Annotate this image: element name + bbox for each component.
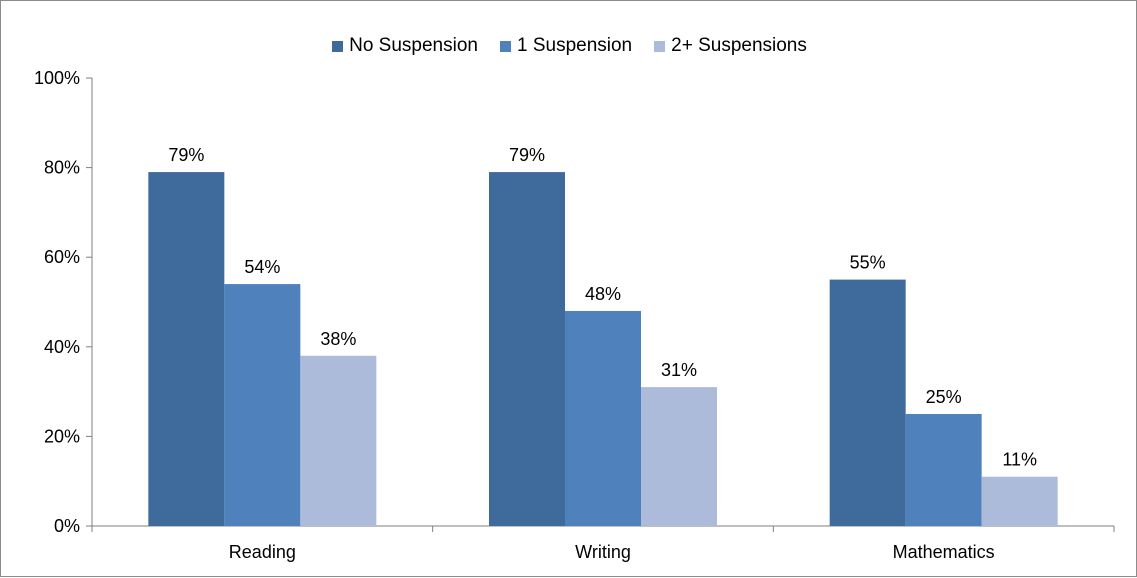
data-label: 55% [850,253,886,273]
y-tick-label: 0% [54,516,80,536]
legend-item-1-suspension: 1 Suspension [499,35,633,57]
legend-item-no-suspension: No Suspension [332,35,478,57]
bar [905,414,982,526]
bar [981,476,1058,526]
data-label: 54% [244,257,280,277]
legend-swatch-no-suspension [332,40,344,52]
data-label: 11% [1002,450,1037,470]
data-label: 38% [320,329,356,349]
y-tick-label: 100% [34,68,80,88]
bar [641,387,717,526]
bar [829,279,906,526]
data-label: 79% [509,145,545,165]
x-tick-label: Mathematics [893,542,995,562]
y-tick-label: 80% [44,158,80,178]
legend-label-2plus-suspensions: 2+ Suspensions [671,35,807,56]
legend-item-2plus-suspensions: 2+ Suspensions [654,35,807,57]
bar [565,310,641,526]
bar [148,172,225,526]
chart-legend: No Suspension 1 Suspension 2+ Suspension… [1,35,1137,57]
x-tick-label: Reading [229,542,296,562]
data-label: 25% [926,387,962,407]
legend-swatch-2plus-suspensions [654,40,666,52]
y-tick-label: 40% [44,337,80,357]
bar [489,172,565,526]
x-tick-label: Writing [575,542,631,562]
bar [300,355,377,526]
data-label: 79% [168,145,204,165]
data-label: 31% [661,360,697,380]
legend-label-1-suspension: 1 Suspension [516,35,633,56]
legend-swatch-1-suspension [499,40,511,52]
legend-label-no-suspension: No Suspension [349,35,478,56]
bar [224,284,301,526]
y-tick-label: 60% [44,247,80,267]
data-label: 48% [585,284,621,304]
y-tick-label: 20% [44,426,80,446]
